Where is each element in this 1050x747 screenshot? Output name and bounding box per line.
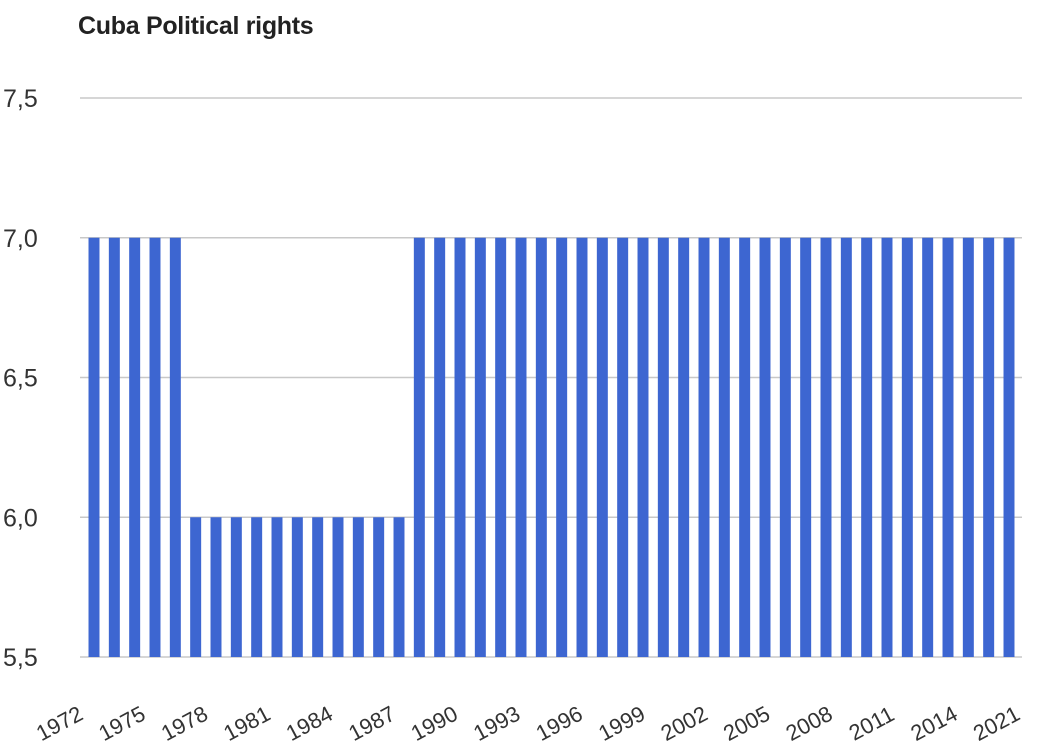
x-tick-label: 2002 [657, 701, 712, 746]
bar [840, 237, 852, 657]
bar [922, 237, 934, 657]
bar [129, 237, 141, 657]
bar [901, 237, 913, 657]
bar [108, 237, 120, 657]
bar [230, 517, 242, 657]
bar [291, 517, 303, 657]
bar [149, 237, 161, 657]
bar [474, 237, 486, 657]
y-tick-label: 6,5 [3, 365, 38, 393]
x-tick-label: 1996 [532, 701, 587, 746]
x-tick-label: 1999 [594, 701, 649, 746]
bar [332, 517, 344, 657]
bar [312, 517, 324, 657]
x-tick-label: 2021 [969, 701, 1024, 746]
bar [739, 237, 751, 657]
bar [637, 237, 649, 657]
bar [657, 237, 669, 657]
x-tick-label: 1978 [157, 701, 212, 746]
y-tick-label: 6,0 [3, 504, 38, 532]
x-tick-label: 1984 [282, 701, 337, 746]
bar [698, 237, 710, 657]
bar [190, 517, 202, 657]
bar [820, 237, 832, 657]
bar [576, 237, 588, 657]
x-tick-label: 1987 [344, 701, 399, 746]
bar [210, 517, 222, 657]
bar [352, 517, 364, 657]
bar [962, 237, 974, 657]
bar [800, 237, 812, 657]
x-tick-label: 2008 [782, 701, 837, 746]
y-axis-ticks: 7,5 7,0 6,5 6,0 5,5 [3, 85, 38, 672]
x-tick-label: 1972 [32, 701, 87, 746]
bar [942, 237, 954, 657]
y-tick-label: 5,5 [3, 644, 38, 672]
bar [617, 237, 629, 657]
x-tick-label: 1993 [469, 701, 524, 746]
bars [88, 237, 1015, 657]
x-tick-label: 1981 [219, 701, 274, 746]
x-tick-label: 2011 [845, 701, 899, 745]
bar [373, 517, 385, 657]
bar [535, 237, 547, 657]
bar [271, 517, 283, 657]
bar [1003, 237, 1015, 657]
bar [596, 237, 608, 657]
bar [556, 237, 568, 657]
bar [454, 237, 466, 657]
x-axis-ticks: 1972 1975 1978 1981 1984 1987 1990 1993 1996 1999… [32, 701, 1024, 746]
x-tick-label: 2014 [907, 701, 962, 746]
y-tick-label: 7,0 [3, 225, 38, 253]
bar [779, 237, 791, 657]
bar [515, 237, 527, 657]
bar [251, 517, 263, 657]
bar [169, 237, 181, 657]
bar [861, 237, 873, 657]
bar [983, 237, 995, 657]
y-tick-label: 7,5 [3, 85, 38, 113]
bar [88, 237, 100, 657]
x-tick-label: 2005 [719, 701, 774, 746]
bar [495, 237, 507, 657]
bar [434, 237, 446, 657]
x-tick-label: 1990 [407, 701, 462, 746]
chart-title: Cuba Political rights [78, 12, 314, 40]
x-tick-label: 1975 [94, 701, 149, 746]
bar [393, 517, 405, 657]
bar [718, 237, 730, 657]
bar [881, 237, 893, 657]
bar [413, 237, 425, 657]
bar [678, 237, 690, 657]
bar [759, 237, 771, 657]
